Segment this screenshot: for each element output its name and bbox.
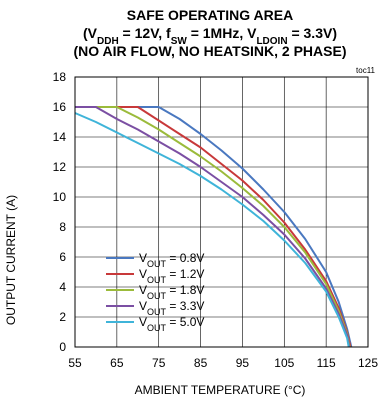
legend-label-sub: OUT	[147, 291, 167, 301]
y-axis-ticks: 0 2 4 6 8 10 12 14 16 18	[53, 70, 67, 354]
legend-label-4: VOUT = 3.3V	[139, 299, 204, 317]
x-tick-label: 105	[274, 356, 294, 370]
legend-label-main: V	[139, 251, 147, 265]
title-subscript: DDH	[97, 36, 119, 47]
title-subscript: LDOIN	[256, 36, 287, 47]
legend-label-1: VOUT = 0.8V	[139, 251, 204, 269]
title-segment: (V	[83, 25, 98, 41]
chart-series-group	[74, 106, 353, 348]
x-tick-label: 85	[194, 356, 208, 370]
x-tick-label: 125	[358, 356, 378, 370]
legend-label-sub: OUT	[147, 307, 167, 317]
legend-label-value: = 1.2V	[166, 267, 204, 281]
y-tick-label: 18	[53, 70, 67, 84]
y-axis-label: OUTPUT CURRENT (A)	[4, 195, 18, 325]
legend-label-value: = 3.3V	[166, 299, 204, 313]
y-tick-label: 10	[53, 190, 67, 204]
legend-label-value: = 1.8V	[166, 283, 204, 297]
title-segment: = 1MHz, V	[187, 25, 257, 41]
y-tick-label: 8	[59, 220, 66, 234]
legend-label-main: V	[139, 283, 147, 297]
series-line-2	[75, 106, 352, 348]
x-tick-label: 55	[68, 356, 82, 370]
figure-tag: toc11	[356, 66, 376, 75]
chart-title-line-3: (NO AIR FLOW, NO HEATSINK, 2 PHASE)	[73, 43, 346, 59]
legend-label-value: = 5.0V	[166, 315, 204, 329]
y-tick-label: 2	[59, 310, 66, 324]
legend-label-2: VOUT = 1.2V	[139, 267, 204, 285]
y-tick-label: 14	[53, 130, 67, 144]
chart-title-line-2: (VDDH = 12V, fSW = 1MHz, VLDOIN = 3.3V)	[83, 25, 337, 47]
legend-label-3: VOUT = 1.8V	[139, 283, 204, 301]
y-tick-label: 0	[59, 340, 66, 354]
y-tick-label: 6	[59, 250, 66, 264]
legend-label-sub: OUT	[147, 259, 167, 269]
series-line-5	[74, 112, 350, 348]
chart-title-line-1: SAFE OPERATING AREA	[127, 7, 293, 23]
series-line-4	[75, 106, 351, 348]
x-tick-label: 75	[152, 356, 166, 370]
y-tick-label: 16	[53, 100, 67, 114]
x-axis-label: AMBIENT TEMPERATURE (°C)	[135, 383, 306, 397]
x-tick-label: 65	[110, 356, 124, 370]
title-segment: = 12V, f	[119, 25, 171, 41]
x-axis-ticks: 55 65 75 85 95 105 115 125	[68, 356, 378, 370]
title-subscript: SW	[171, 36, 188, 47]
legend-label-main: V	[139, 315, 147, 329]
legend-label-main: V	[139, 267, 147, 281]
legend-label-sub: OUT	[147, 323, 167, 333]
y-tick-label: 4	[59, 280, 66, 294]
legend-label-sub: OUT	[147, 275, 167, 285]
plot-area-frame	[74, 76, 369, 348]
legend-label-main: V	[139, 299, 147, 313]
legend-label-5: VOUT = 5.0V	[139, 315, 204, 333]
legend-label-value: = 0.8V	[166, 251, 204, 265]
series-line-3	[75, 106, 351, 348]
title-segment: = 3.3V)	[288, 25, 337, 41]
x-tick-label: 95	[236, 356, 250, 370]
y-tick-label: 12	[53, 160, 67, 174]
x-tick-label: 115	[317, 356, 336, 370]
series-line-1	[75, 106, 353, 348]
